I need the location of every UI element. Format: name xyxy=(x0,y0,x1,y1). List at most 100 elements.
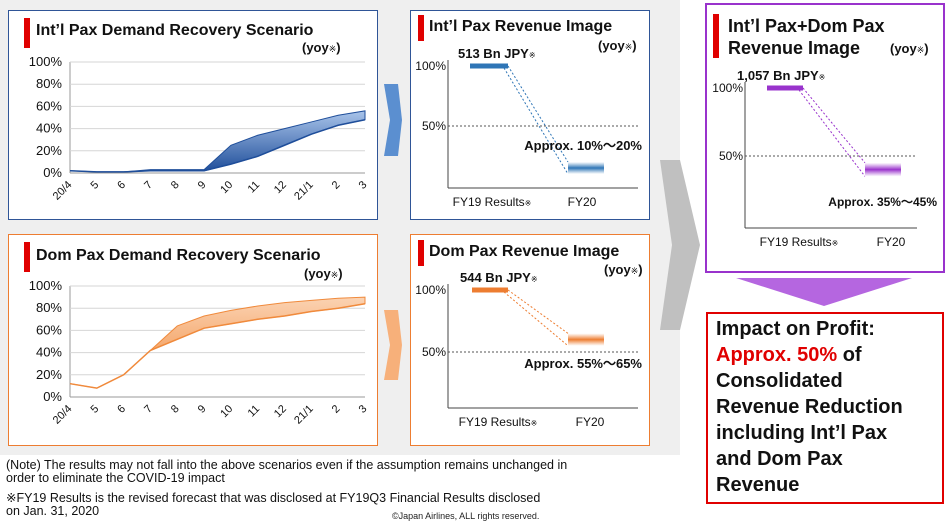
x-category-fy19-text: FY19 Results xyxy=(453,195,525,209)
impact-highlight: Approx. 50% xyxy=(716,344,838,366)
dom-revenue-yoy: (yoy※) xyxy=(604,262,643,277)
x-tick-label: 20/4 xyxy=(51,179,75,203)
x-tick-label: 12 xyxy=(272,179,289,196)
y-tick-label: 60% xyxy=(36,322,62,337)
x-tick-label: 8 xyxy=(169,179,182,192)
x-tick-label: 5 xyxy=(88,403,101,416)
y-tick-label: 100% xyxy=(712,81,743,95)
connector-upper xyxy=(802,87,866,164)
y-tick-label: 100% xyxy=(29,54,63,69)
scenario-lower-line xyxy=(69,303,366,389)
dom-demand-title-mark xyxy=(24,242,30,272)
fy19-value-label: 1,057 Bn JPY※ xyxy=(737,68,825,83)
note-covid-line1: (Note) The results may not fall into the… xyxy=(6,458,568,472)
dom-revenue-chart: 100%50%544 Bn JPY※Approx. 55%～65%FY19 Re… xyxy=(415,270,642,429)
x-category-fy19: FY19 Results※ xyxy=(453,195,532,209)
y-tick-label: 100% xyxy=(29,278,63,293)
fy19-bar xyxy=(767,85,803,91)
connector-lower xyxy=(798,89,866,177)
connector-upper xyxy=(507,65,569,163)
fy19-bar xyxy=(470,63,508,69)
y-tick-label: 100% xyxy=(415,283,446,297)
connector-lower xyxy=(503,67,569,175)
total-revenue-chart: 100%50%1,057 Bn JPY※Approx. 35%～45%FY19 … xyxy=(712,68,937,249)
y-tick-label: 0% xyxy=(43,165,62,180)
impact-after-highlight: of xyxy=(837,344,862,366)
impact-line7: Revenue xyxy=(716,474,800,496)
fy19-bar xyxy=(472,287,508,293)
connector-upper xyxy=(507,289,569,334)
total-revenue-yoy: (yoy※) xyxy=(890,41,929,56)
copyright: ©Japan Airlines, ALL rights reserved. xyxy=(392,511,540,521)
y-tick-label: 50% xyxy=(422,119,446,133)
x-tick-label: 3 xyxy=(357,179,370,192)
intl-revenue-title-mark xyxy=(418,15,424,41)
y-tick-label: 20% xyxy=(36,143,62,158)
y-tick-label: 40% xyxy=(36,121,62,136)
total-arrow-purple xyxy=(736,278,912,306)
intl-demand-chart: 100% 80% 60% 40% 20% 0%20/4 5 6 7 8 9 10 11 12 21/1 2 3 xyxy=(29,54,370,203)
dom-demand-yoy: (yoy※) xyxy=(304,266,343,281)
dom-revenue-title: Dom Pax Revenue Image xyxy=(429,243,620,260)
x-category-fy19-mark: ※ xyxy=(531,419,538,428)
total-revenue-title-line2: Revenue Image xyxy=(728,38,861,58)
fy19-value-mark: ※ xyxy=(529,51,536,60)
total-revenue-title-mark xyxy=(713,14,719,58)
x-tick-label: 6 xyxy=(115,403,128,416)
x-tick-label: 9 xyxy=(196,403,209,416)
fy19-value-mark: ※ xyxy=(819,73,826,82)
fy19-value-label: 513 Bn JPY※ xyxy=(458,46,536,61)
fy20-range-label: Approx. 35%～45% xyxy=(828,195,937,209)
impact-line1: Impact on Profit: xyxy=(716,318,875,340)
x-tick-label: 11 xyxy=(246,179,263,196)
x-category-fy19: FY19 Results※ xyxy=(459,415,538,429)
x-tick-label: 11 xyxy=(246,403,263,420)
x-tick-label: 5 xyxy=(88,179,101,192)
x-category-fy20: FY20 xyxy=(568,195,597,209)
x-tick-label: 7 xyxy=(142,179,155,192)
x-category-fy19-mark: ※ xyxy=(832,239,839,248)
x-tick-label: 21/1 xyxy=(292,179,316,203)
dom-demand-chart: 100% 80% 60% 40% 20% 0%20/4 5 6 7 8 9 10 11 12 21/1 2 3 xyxy=(29,278,370,427)
intl-demand-yoy: (yoy※) xyxy=(302,40,341,55)
x-category-fy20: FY20 xyxy=(877,235,906,249)
x-tick-label: 7 xyxy=(142,403,155,416)
scenario-band xyxy=(69,110,366,173)
impact-line6: and Dom Pax xyxy=(716,448,843,470)
impact-line5: including Int’l Pax xyxy=(716,422,888,444)
impact-line4: Revenue Reduction xyxy=(716,396,903,418)
impact-box xyxy=(706,312,944,504)
connector-lower xyxy=(503,291,569,347)
intl-demand-title: Int’l Pax Demand Recovery Scenario xyxy=(36,22,314,39)
fy20-range-bar xyxy=(865,162,901,177)
note-covid-line2: order to eliminate the COVID-19 impact xyxy=(6,471,225,485)
fy19-value-label: 544 Bn JPY※ xyxy=(460,270,538,285)
intl-revenue-panel xyxy=(410,10,650,220)
dom-revenue-title-mark xyxy=(418,240,424,266)
dom-revenue-panel xyxy=(410,234,650,446)
x-tick-label: 2 xyxy=(330,403,343,416)
intl-demand-title-mark xyxy=(24,18,30,48)
intl-revenue-yoy: (yoy※) xyxy=(598,38,637,53)
y-tick-label: 50% xyxy=(422,345,446,359)
x-tick-label: 3 xyxy=(357,403,370,416)
y-tick-label: 50% xyxy=(719,149,743,163)
impact-line3: Consolidated xyxy=(716,370,843,392)
intl-revenue-chart: 100%50%513 Bn JPY※Approx. 10%～20%FY19 Re… xyxy=(415,46,642,209)
dom-demand-title: Dom Pax Demand Recovery Scenario xyxy=(36,247,321,264)
note-fy19: ※FY19 Results is the revised forecast th… xyxy=(6,492,540,518)
scenario-lower-line xyxy=(69,118,366,173)
note-fy19-line1: ※FY19 Results is the revised forecast th… xyxy=(6,491,541,505)
x-category-fy19-mark: ※ xyxy=(525,199,532,208)
y-tick-label: 40% xyxy=(36,345,62,360)
intl-revenue-title: Int’l Pax Revenue Image xyxy=(429,18,613,35)
x-category-fy19-text: FY19 Results xyxy=(459,415,531,429)
x-tick-label: 21/1 xyxy=(292,403,316,427)
y-tick-label: 20% xyxy=(36,367,62,382)
x-tick-label: 9 xyxy=(196,179,209,192)
y-tick-label: 80% xyxy=(36,76,62,91)
y-tick-label: 80% xyxy=(36,300,62,315)
fy19-value-mark: ※ xyxy=(531,275,538,284)
y-tick-label: 0% xyxy=(43,389,62,404)
fy20-range-bar xyxy=(568,162,604,174)
